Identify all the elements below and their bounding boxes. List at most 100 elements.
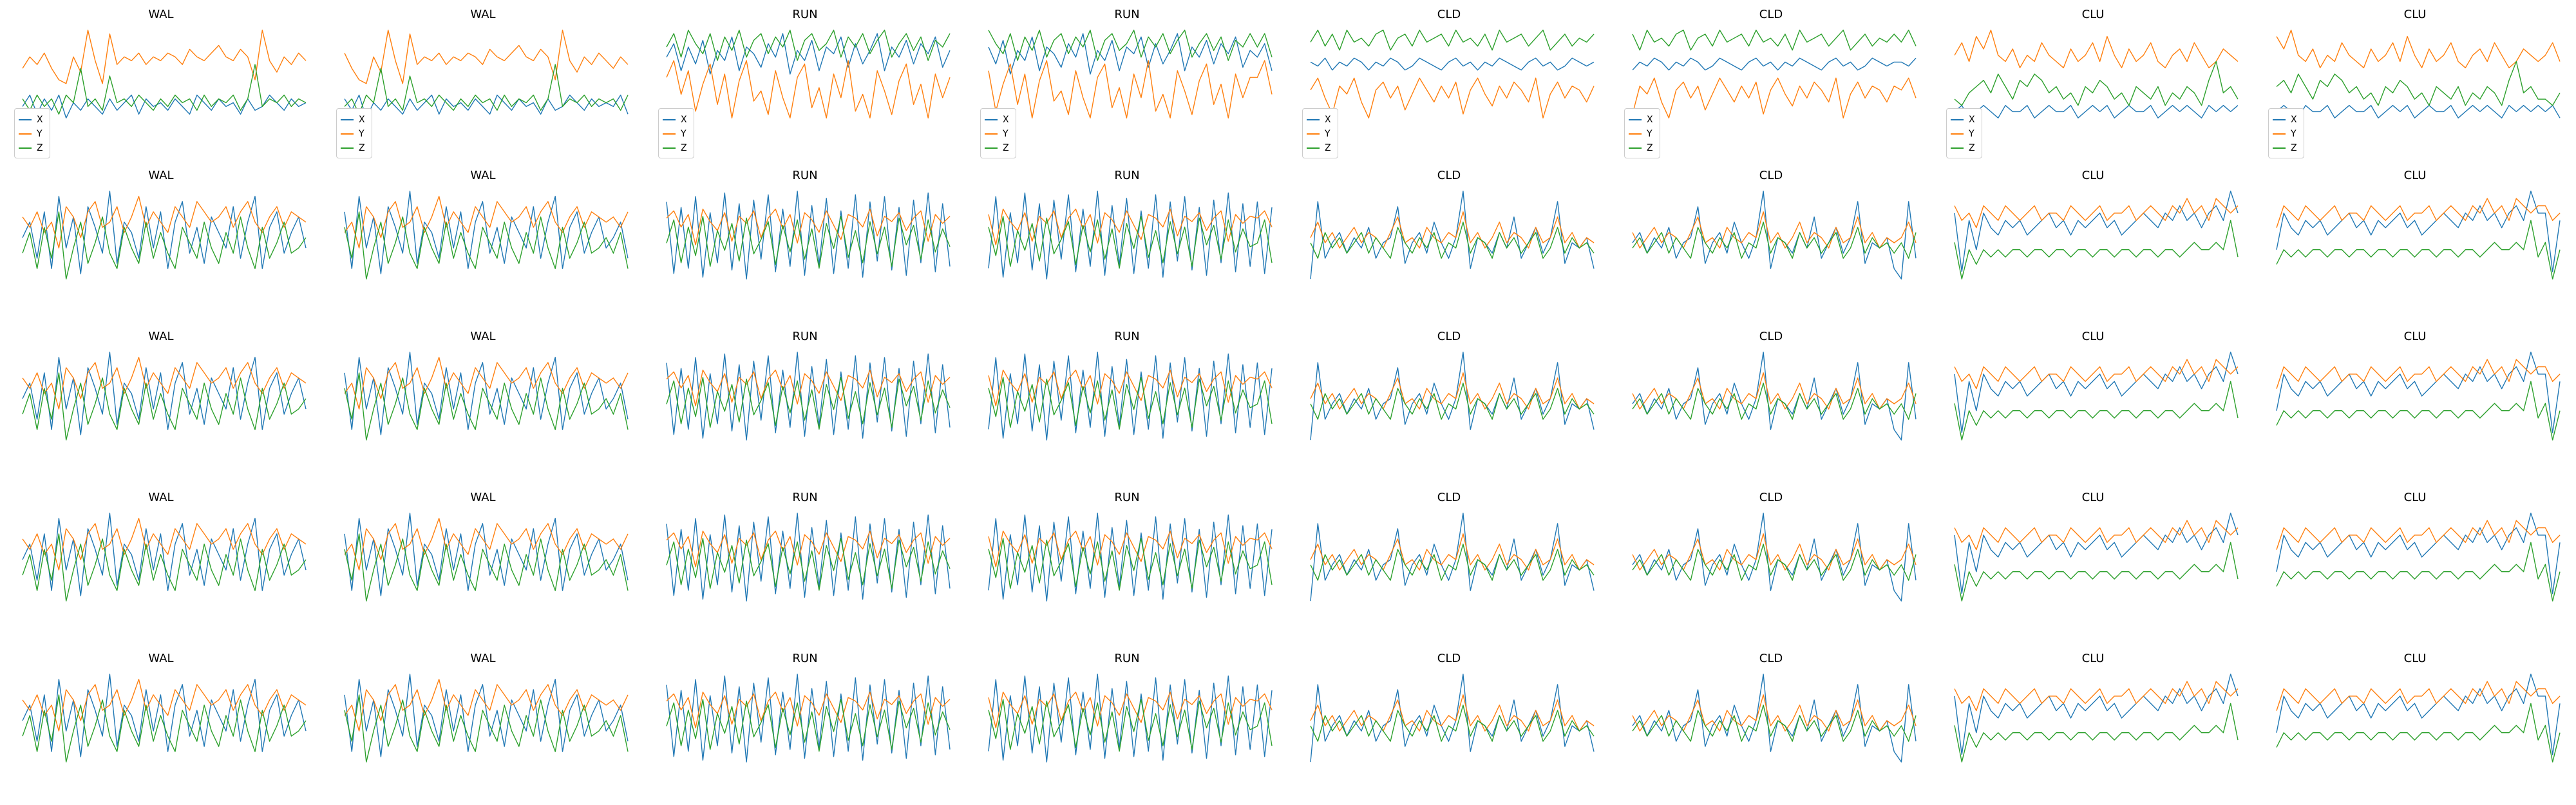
series-line-x <box>2276 104 2561 118</box>
panel-title: CLU <box>2081 330 2105 343</box>
series-line-y <box>22 30 307 84</box>
series-line-z <box>666 377 951 430</box>
legend-swatch <box>663 147 676 149</box>
series-line-y <box>2276 198 2561 228</box>
series-line-y <box>344 679 629 732</box>
panel-plot <box>1954 352 2239 440</box>
legend-swatch <box>663 119 676 120</box>
series-line-x <box>1310 513 1595 601</box>
panel-title: CLU <box>2403 652 2427 665</box>
panel-plot <box>1632 352 1917 440</box>
legend-swatch <box>2273 147 2286 149</box>
series-line-z <box>22 64 307 115</box>
series-line-z <box>1954 220 2239 279</box>
series-line-x <box>1954 191 2239 272</box>
series-line-x <box>2276 191 2561 272</box>
panel-2-3: RUN <box>966 322 1288 483</box>
series-line-z <box>666 699 951 752</box>
legend-swatch <box>985 133 998 135</box>
legend-swatch <box>663 133 676 135</box>
series-line-y <box>1310 211 1595 249</box>
series-line-y <box>1632 372 1917 410</box>
series-line-x <box>22 94 307 118</box>
legend-entry: Y <box>663 127 690 141</box>
series-line-z <box>2276 220 2561 279</box>
legend-label: X <box>37 115 43 125</box>
panel-2-6: CLU <box>1932 322 2254 483</box>
panel-2-2: RUN <box>644 322 966 483</box>
legend-entry: X <box>663 113 690 127</box>
series-line-y <box>1310 372 1595 410</box>
panel-title: RUN <box>1114 491 1140 504</box>
series-line-z <box>1954 703 2239 762</box>
panel-title: WAL <box>470 330 496 343</box>
legend-swatch <box>1629 119 1642 120</box>
panel-plot <box>988 674 1273 762</box>
series-line-y <box>666 60 951 118</box>
legend-label: X <box>681 115 687 125</box>
legend-swatch <box>1951 133 1964 135</box>
series-line-z <box>1632 383 1917 420</box>
legend-label: Z <box>1003 143 1009 153</box>
legend-entry: Z <box>1629 141 1656 155</box>
series-line-z <box>1310 705 1595 742</box>
legend-entry: X <box>2273 113 2300 127</box>
panel-title: CLD <box>1759 330 1783 343</box>
series-line-x <box>666 352 951 440</box>
panel-plot <box>22 674 307 762</box>
panel-plot <box>1310 352 1595 440</box>
panel-4-6: CLU <box>1932 644 2254 805</box>
legend-label: Z <box>1969 143 1975 153</box>
panel-title: RUN <box>1114 652 1140 665</box>
series-line-y <box>666 691 951 729</box>
panel-plot <box>666 30 951 118</box>
legend-label: Z <box>1647 143 1653 153</box>
panel-plot <box>2276 352 2561 440</box>
series-line-z <box>1310 544 1595 581</box>
series-line-y <box>988 691 1273 729</box>
series-line-x <box>1310 352 1595 440</box>
series-line-y <box>988 530 1273 568</box>
series-line-z <box>988 30 1273 61</box>
legend-label: Z <box>2291 143 2297 153</box>
panel-title: RUN <box>792 169 818 182</box>
panel-3-4: CLD <box>1288 483 1610 644</box>
legend-swatch <box>19 133 32 135</box>
panel-title: RUN <box>792 491 818 504</box>
series-line-x <box>1632 191 1917 279</box>
panel-plot <box>1310 191 1595 279</box>
panel-0-0: WAL X Y Z <box>0 0 322 161</box>
panel-title: CLD <box>1437 330 1461 343</box>
series-line-y <box>1632 533 1917 571</box>
series-line-x <box>1310 57 1595 71</box>
legend-entry: Z <box>341 141 368 155</box>
panel-0-6: CLU X Y Z <box>1932 0 2254 161</box>
series-line-z <box>22 694 307 762</box>
panel-title: WAL <box>148 330 174 343</box>
legend-swatch <box>1307 119 1320 120</box>
panel-plot <box>22 30 307 118</box>
series-line-z <box>22 372 307 440</box>
series-line-z <box>1954 542 2239 601</box>
series-line-y <box>1954 359 2239 390</box>
series-line-z <box>2276 542 2561 601</box>
panel-title: RUN <box>1114 169 1140 182</box>
series-line-z <box>988 216 1273 269</box>
panel-2-4: CLD <box>1288 322 1610 483</box>
panel-title: CLU <box>2403 330 2427 343</box>
panel-1-5: CLD <box>1610 161 1932 322</box>
series-line-y <box>1954 198 2239 229</box>
panel-title: CLD <box>1759 491 1783 504</box>
series-line-x <box>1954 352 2239 433</box>
panel-title: WAL <box>470 8 496 21</box>
series-line-x <box>22 513 307 596</box>
series-line-z <box>1310 383 1595 420</box>
series-line-x <box>666 191 951 279</box>
panel-title: CLD <box>1437 652 1461 665</box>
legend-entry: Y <box>341 127 368 141</box>
series-line-x <box>1310 674 1595 762</box>
legend-label: Y <box>1647 129 1653 139</box>
